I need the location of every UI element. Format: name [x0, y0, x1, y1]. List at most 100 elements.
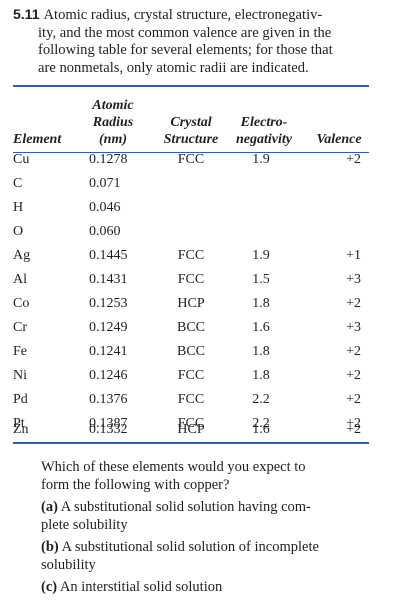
header-structure-line-2: Structure — [163, 132, 219, 147]
cell-valence: +2 — [346, 368, 361, 383]
cell-element: C — [13, 176, 23, 191]
table-row: Pd 0.1376 FCC 2.2 +2 — [0, 388, 413, 412]
cell-element: Cr — [13, 320, 27, 335]
cell-radius: 0.1249 — [89, 320, 128, 335]
cell-valence: +3 — [346, 320, 361, 335]
cell-structure: BCC — [176, 320, 205, 335]
cell-radius: 0.1246 — [89, 368, 128, 383]
cell-electronegativity: 1.6 — [252, 320, 270, 335]
cell-element: Ni — [13, 368, 27, 383]
problem-line-3: following table for several elements; fo… — [38, 42, 333, 58]
cell-radius: 0.1376 — [89, 392, 128, 407]
cell-radius: 0.1253 — [89, 296, 128, 311]
table-row: Ag 0.1445 FCC 1.9 +1 — [0, 244, 413, 268]
cell-valence: +2 — [346, 416, 361, 431]
cell-element: Pd — [13, 392, 28, 407]
table-row: Ni 0.1246 FCC 1.8 +2 — [0, 364, 413, 388]
problem-line-4: are nonmetals, only atomic radii are ind… — [38, 59, 309, 76]
header-element: Element — [13, 132, 62, 147]
header-radius-line-2: Radius — [92, 115, 134, 130]
option-a-line-2: plete solubility — [41, 517, 128, 533]
option-b-line-1: A substitutional solid solution of incom… — [61, 539, 319, 555]
header-radius-line-3: (nm) — [99, 132, 127, 147]
table-header-rule — [13, 152, 369, 153]
header-radius-line-1: Atomic — [92, 98, 134, 113]
cell-structure: FCC — [177, 272, 205, 287]
table-row: O 0.060 — [0, 220, 413, 244]
option-c-label: (c) — [41, 579, 58, 595]
table-bottom-rule — [13, 442, 369, 444]
cell-radius: 0.046 — [89, 200, 121, 215]
cell-element: H — [13, 200, 24, 215]
question-stem-line-1: Which of these elements would you expect… — [41, 459, 306, 475]
cell-radius: 0.1332 — [89, 422, 128, 437]
table-row: Cr 0.1249 BCC 1.6 +3 — [0, 316, 413, 340]
cell-element: Pt — [13, 416, 25, 431]
cell-structure: FCC — [177, 392, 205, 407]
option-b-line-2: solubility — [41, 557, 96, 573]
option-a: (a) A substitutional solid solution havi… — [41, 498, 369, 534]
cell-electronegativity: 1.8 — [252, 296, 270, 311]
cell-element: O — [13, 224, 24, 239]
question-stem: Which of these elements would you expect… — [41, 458, 369, 494]
cell-structure: FCC — [177, 248, 205, 263]
header-valence: Valence — [316, 132, 362, 147]
table-row: Al 0.1431 FCC 1.5 +3 — [0, 268, 413, 292]
table-row: Cu 0.1278 FCC 1.9 +2 — [0, 148, 413, 172]
problem-statement: 5.11 Atomic radius, crystal structure, el… — [13, 6, 373, 77]
header-structure-line-1: Crystal — [170, 115, 212, 130]
cell-radius: 0.071 — [89, 176, 121, 191]
option-b: (b) A substitutional solid solution of i… — [41, 538, 369, 574]
option-b-label: (b) — [41, 539, 59, 555]
cell-radius: 0.060 — [89, 224, 121, 239]
problem-line-1: Atomic radius, crystal structure, electr… — [43, 7, 323, 23]
cell-electronegativity: 1.8 — [252, 344, 270, 359]
question-block: Which of these elements would you expect… — [41, 458, 369, 596]
cell-structure: FCC — [177, 368, 205, 383]
cell-valence: +2 — [346, 422, 361, 437]
option-a-line-1: A substitutional solid solution having c… — [60, 499, 311, 515]
question-stem-line-2: form the following with copper? — [41, 477, 230, 493]
cell-electronegativity: 1.9 — [252, 248, 270, 263]
option-c: (c) An interstitial solid solution — [41, 578, 369, 596]
table-row: Fe 0.1241 BCC 1.8 +2 — [0, 340, 413, 364]
cell-electronegativity: 1.6 — [252, 422, 270, 437]
cell-radius: 0.1278 — [89, 152, 128, 167]
cell-valence: +2 — [346, 392, 361, 407]
header-electro-line-2: negativity — [236, 132, 292, 147]
cell-structure: FCC — [177, 152, 205, 167]
cell-radius: 0.1241 — [89, 344, 128, 359]
cell-valence: +3 — [346, 272, 361, 287]
header-electro-line-1: Electro- — [240, 115, 288, 130]
cell-element: Zn — [13, 422, 29, 437]
cell-valence: +1 — [346, 248, 361, 263]
cell-element: Ag — [13, 248, 31, 263]
option-a-label: (a) — [41, 499, 58, 515]
cell-element: Co — [13, 296, 30, 311]
cell-electronegativity: 2.2 — [252, 416, 270, 431]
problem-number: 5.11 — [13, 6, 40, 22]
table-top-rule — [13, 85, 369, 87]
cell-electronegativity: 1.9 — [252, 152, 270, 167]
cell-radius: 0.1431 — [89, 272, 128, 287]
cell-structure: HCP — [177, 422, 205, 437]
cell-radius: 0.1387 — [89, 416, 128, 431]
cell-structure: FCC — [177, 416, 205, 431]
cell-valence: +2 — [346, 344, 361, 359]
cell-structure: HCP — [177, 296, 205, 311]
cell-valence: +2 — [346, 296, 361, 311]
table-row: Zn 0.1332 HCP 1.6 +2 — [0, 418, 413, 442]
cell-structure: BCC — [176, 344, 205, 359]
cell-element: Al — [13, 272, 27, 287]
cell-element: Fe — [13, 344, 27, 359]
cell-electronegativity: 1.5 — [252, 272, 270, 287]
cell-electronegativity: 2.2 — [252, 392, 270, 407]
cell-element: Cu — [13, 152, 30, 167]
problem-line-2: ity, and the most common valence are giv… — [38, 24, 332, 41]
cell-electronegativity: 1.8 — [252, 368, 270, 383]
option-c-line-1: An interstitial solid solution — [59, 579, 223, 595]
table-row: C 0.071 — [0, 172, 413, 196]
cell-valence: +2 — [346, 152, 361, 167]
table-row: Pt 0.1387 FCC 2.2 +2 — [0, 412, 413, 436]
cell-radius: 0.1445 — [89, 248, 128, 263]
